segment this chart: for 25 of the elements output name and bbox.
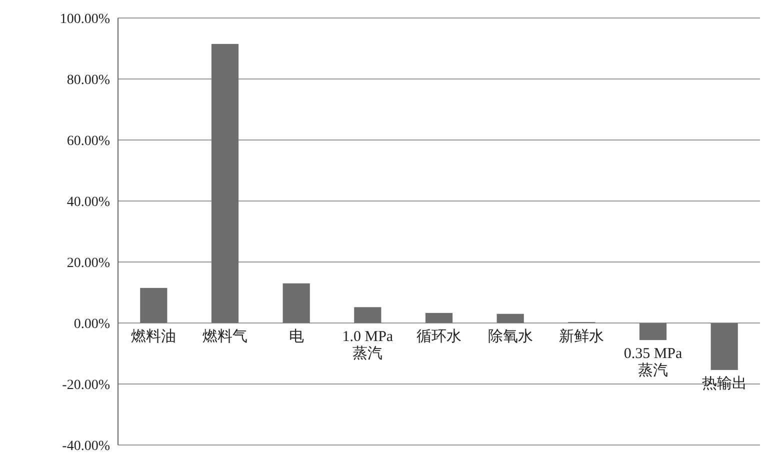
- y-tick-label: 100.00%: [60, 12, 110, 27]
- y-tick-label: 20.00%: [66, 256, 110, 271]
- bar: [639, 323, 667, 340]
- x-tick-label: 循环水: [416, 328, 462, 345]
- x-tick-label: 新鲜水: [559, 328, 604, 345]
- bar: [211, 44, 239, 323]
- bar: [425, 312, 453, 323]
- y-tick-label: -20.00%: [62, 378, 110, 393]
- x-tick-label: 燃料油: [131, 328, 176, 345]
- bar: [140, 288, 168, 323]
- x-tick-label: 0.35 MPa 蒸汽: [624, 346, 683, 380]
- bar: [710, 323, 738, 370]
- x-tick-label: 热输出: [702, 374, 747, 392]
- y-tick-label: 40.00%: [66, 194, 110, 210]
- y-tick-label: -40.00%: [62, 438, 110, 454]
- x-tick-label: 除氧水: [488, 328, 533, 345]
- x-tick-label: 1.0 MPa 蒸汽: [342, 329, 394, 362]
- y-tick-label: 60.00%: [66, 134, 110, 149]
- bar: [354, 307, 382, 323]
- x-tick-label: 燃料气: [202, 328, 248, 345]
- x-tick-label: 电: [288, 328, 304, 345]
- y-tick-label: 80.00%: [66, 72, 110, 88]
- bar: [496, 314, 524, 323]
- bar: [282, 283, 310, 323]
- y-tick-label: 0.00%: [74, 316, 110, 332]
